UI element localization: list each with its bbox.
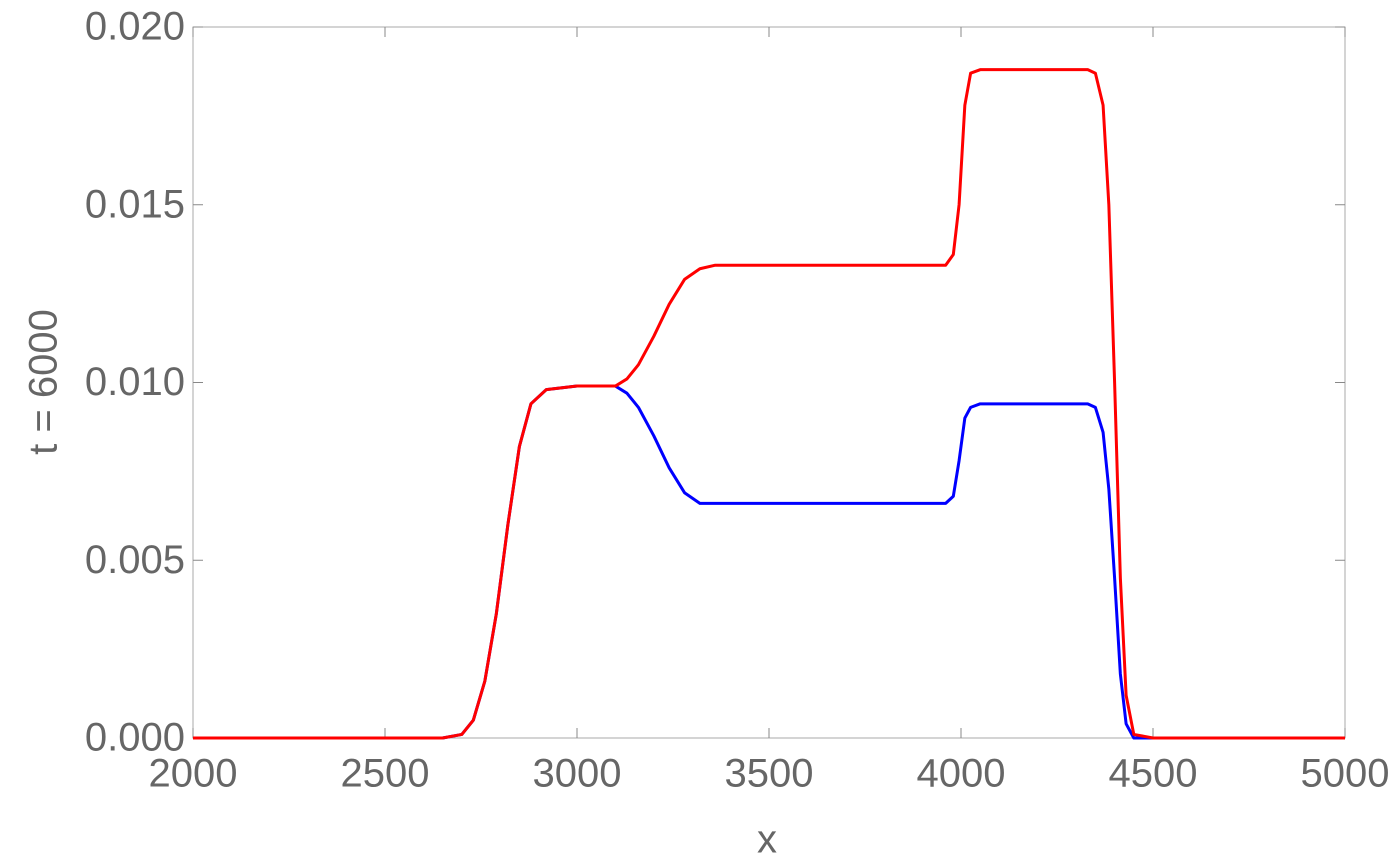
x-axis-label: x [757, 818, 777, 862]
y-axis-label: t = 6000 [22, 309, 66, 455]
x-tick-label: 2000 [149, 752, 238, 796]
y-tick-label: 0.005 [85, 538, 185, 582]
y-tick-label: 0.010 [85, 360, 185, 404]
x-tick-label: 5000 [1301, 752, 1390, 796]
x-tick-label: 3500 [725, 752, 814, 796]
x-tick-label: 4500 [1109, 752, 1198, 796]
series-line [193, 384, 1345, 740]
x-tick-label: 3000 [533, 752, 622, 796]
x-tick-label: 2500 [341, 752, 430, 796]
y-tick-label: 0.015 [85, 182, 185, 226]
series-line [193, 68, 1345, 740]
x-tick-label: 4000 [917, 752, 1006, 796]
y-tick-label: 0.020 [85, 5, 185, 49]
y-tick-label: 0.000 [85, 716, 185, 760]
plot-frame [192, 26, 1346, 739]
